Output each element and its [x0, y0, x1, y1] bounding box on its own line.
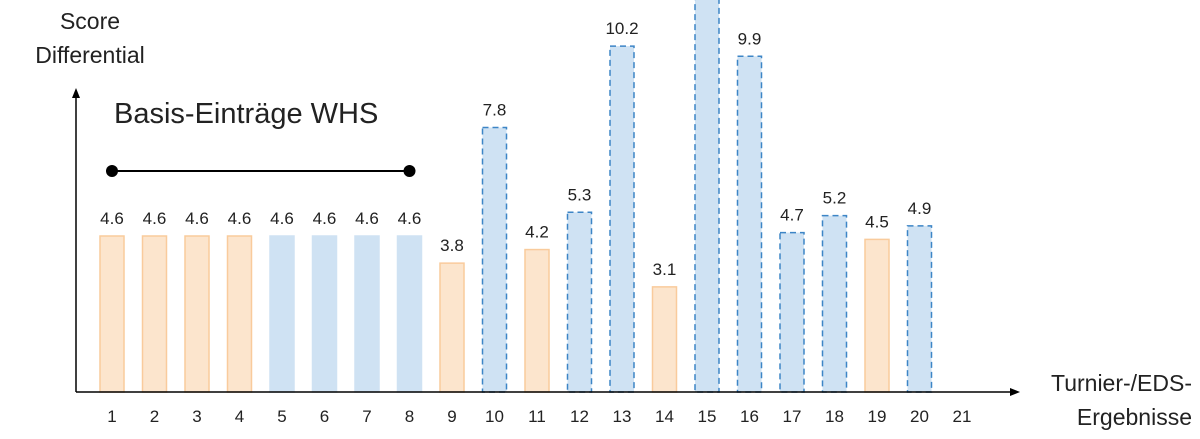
bar-17: [779, 231, 805, 393]
x-tick-label-11: 11: [528, 407, 546, 426]
x-tick-label-15: 15: [698, 407, 717, 426]
x-axis-label-line: Ergebnisse: [1076, 404, 1192, 430]
bar-1: [99, 235, 125, 393]
basis-annotation-label: Basis-Einträge WHS: [114, 98, 379, 130]
bar-13: [609, 45, 635, 393]
bar-4: [226, 235, 253, 393]
x-axis-label-line: Turnier-/EDS-: [1051, 370, 1192, 396]
data-label-19: 4.5: [865, 212, 889, 231]
data-label-13: 10.2: [605, 19, 638, 38]
data-label-20: 4.9: [908, 199, 932, 218]
data-label-11: 4.2: [525, 223, 549, 242]
y-axis-arrow: [72, 88, 80, 98]
bar-3: [184, 235, 210, 393]
bar-16: [736, 55, 763, 393]
bar-8: [396, 235, 423, 393]
x-tick-label-5: 5: [277, 407, 286, 426]
x-tick-label-17: 17: [783, 407, 802, 426]
bar-10: [481, 126, 508, 393]
bar-12: [566, 211, 593, 393]
bar-15: [694, 0, 720, 393]
x-tick-label-4: 4: [235, 407, 244, 426]
x-tick-label-10: 10: [485, 407, 504, 426]
y-axis-label-line: Score: [59, 8, 121, 34]
x-tick-label-1: 1: [107, 407, 116, 426]
basis-span-start-dot: [106, 165, 118, 177]
data-label-8: 4.6: [398, 209, 422, 228]
bar-18: [821, 214, 848, 393]
x-tick-label-13: 13: [613, 407, 632, 426]
bar-20: [906, 225, 933, 393]
x-tick-label-14: 14: [655, 407, 674, 426]
data-label-14: 3.1: [653, 260, 677, 279]
x-tick-label-21: 21: [953, 407, 972, 426]
x-axis-arrow: [1010, 388, 1020, 396]
y-axis-label: Score Differential: [0, 4, 180, 72]
data-label-2: 4.6: [143, 209, 167, 228]
x-tick-label-3: 3: [192, 407, 201, 426]
data-label-18: 5.2: [823, 189, 847, 208]
x-tick-label-12: 12: [570, 407, 589, 426]
bar-11: [524, 248, 550, 393]
bar-2: [141, 235, 168, 393]
x-tick-label-8: 8: [405, 407, 414, 426]
x-tick-label-19: 19: [868, 407, 887, 426]
x-tick-label-16: 16: [740, 407, 759, 426]
x-tick-label-20: 20: [910, 407, 929, 426]
x-axis-label: Turnier-/EDS- Ergebnisse: [1002, 366, 1192, 434]
data-label-17: 4.7: [780, 206, 804, 225]
data-label-9: 3.8: [440, 236, 464, 255]
x-tick-label-18: 18: [825, 407, 844, 426]
data-label-6: 4.6: [313, 209, 337, 228]
data-label-12: 5.3: [568, 185, 592, 204]
y-axis-label-line: Differential: [35, 42, 145, 68]
data-label-3: 4.6: [185, 209, 209, 228]
x-tick-label-7: 7: [362, 407, 371, 426]
x-tick-label-2: 2: [150, 407, 159, 426]
bar-7: [354, 235, 380, 393]
data-label-4: 4.6: [228, 209, 252, 228]
data-label-1: 4.6: [100, 209, 124, 228]
data-label-5: 4.6: [270, 209, 294, 228]
data-label-7: 4.6: [355, 209, 379, 228]
basis-span-end-dot: [403, 165, 416, 177]
bar-19: [864, 238, 890, 393]
bar-5: [269, 235, 295, 393]
data-label-10: 7.8: [483, 100, 507, 119]
x-tick-label-6: 6: [320, 407, 329, 426]
bar-14: [651, 286, 678, 393]
x-tick-label-9: 9: [447, 407, 456, 426]
bar-6: [311, 235, 338, 393]
data-label-16: 9.9: [738, 29, 762, 48]
bar-9: [439, 262, 465, 393]
